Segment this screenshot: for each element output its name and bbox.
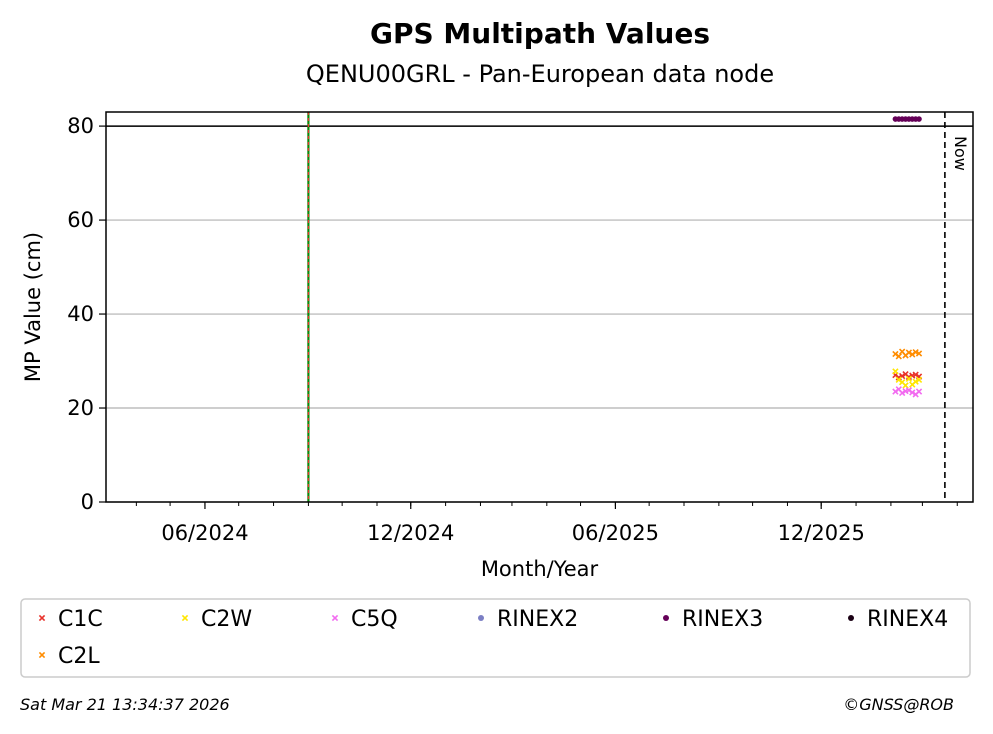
y-tick-label: 20	[67, 396, 94, 420]
legend-box	[20, 598, 971, 678]
x-axis-label: Month/Year	[481, 557, 599, 581]
axes-layer: 0 20 40 60 80 06/2024 12/2024 06/2025 12/2025	[67, 114, 958, 545]
marker-shape	[892, 368, 899, 375]
chart-title: GPS Multipath Values	[370, 17, 710, 50]
y-tick-label: 60	[67, 208, 94, 232]
point-rinex3	[916, 116, 922, 122]
y-tick-label: 0	[81, 490, 94, 514]
point-c2w	[912, 378, 919, 385]
marker-shape	[902, 382, 909, 389]
legend-label-rinex3: RINEX3	[682, 607, 763, 632]
x-tick-label: 06/2025	[572, 521, 659, 545]
legend-label-c2l: C2L	[58, 644, 100, 669]
y-tick-label: 40	[67, 302, 94, 326]
marker-shape	[915, 388, 923, 395]
footer-copyright: ©GNSS@ROB	[843, 695, 954, 714]
marker-shape	[905, 373, 913, 381]
marker-shape	[909, 389, 916, 396]
x-tick-label: 12/2024	[367, 521, 454, 545]
legend-marker-rinex4	[848, 615, 854, 621]
marker-shape	[912, 378, 919, 385]
point-c5q	[909, 389, 916, 396]
marker-shape	[905, 375, 913, 383]
point-c5q	[898, 389, 906, 397]
point-c1c	[912, 371, 919, 378]
y-axis-label: MP Value (cm)	[21, 232, 45, 382]
legend-marker-c2w	[181, 614, 189, 622]
x-tick-label: 12/2025	[778, 521, 865, 545]
point-c2w	[915, 376, 923, 383]
now-label: Now	[951, 136, 970, 171]
legend-label-rinex2: RINEX2	[497, 607, 578, 632]
marker-shape	[915, 376, 923, 383]
marker-shape	[912, 371, 919, 378]
point-c1c	[905, 373, 913, 381]
point-c2l	[895, 353, 902, 360]
marker-shape	[898, 389, 906, 397]
marker-shape	[38, 651, 46, 659]
legend-label-c5q: C5Q	[351, 607, 398, 632]
point-c2w	[902, 382, 909, 389]
data-points-layer	[892, 116, 923, 398]
legend-marker-rinex3	[663, 615, 669, 621]
legend-label-rinex4: RINEX4	[867, 607, 948, 632]
legend-label-c1c: C1C	[58, 607, 103, 632]
marker-shape	[915, 350, 923, 357]
legend-label-c2w: C2W	[201, 607, 252, 632]
grid-layer	[106, 125, 973, 503]
marker-shape	[38, 614, 46, 622]
point-c5q	[915, 388, 923, 395]
footer-timestamp: Sat Mar 21 13:34:37 2026	[20, 695, 230, 714]
marker-shape	[181, 614, 189, 622]
y-tick-label: 80	[67, 114, 94, 138]
legend: C1C C2W C5Q RINEX2 RINEX3 RINEX4 C2L	[38, 607, 948, 669]
legend-marker-rinex2	[478, 615, 484, 621]
marker-shape	[895, 353, 902, 360]
marker-shape	[905, 349, 913, 356]
marker-shape	[331, 614, 339, 622]
point-c2w	[905, 375, 913, 383]
x-tick-label: 06/2024	[161, 521, 248, 545]
point-c2l	[912, 348, 919, 356]
point-c2w	[892, 368, 899, 375]
point-c2l	[905, 349, 913, 356]
legend-marker-c5q	[331, 614, 339, 622]
chart-subtitle: QENU00GRL - Pan-European data node	[306, 60, 774, 88]
legend-marker-c1c	[38, 614, 46, 622]
marker-shape	[912, 348, 919, 356]
point-c2l	[915, 350, 923, 357]
reference-lines-layer: Now	[106, 112, 973, 502]
legend-marker-c2l	[38, 651, 46, 659]
plot-frame	[105, 111, 974, 503]
